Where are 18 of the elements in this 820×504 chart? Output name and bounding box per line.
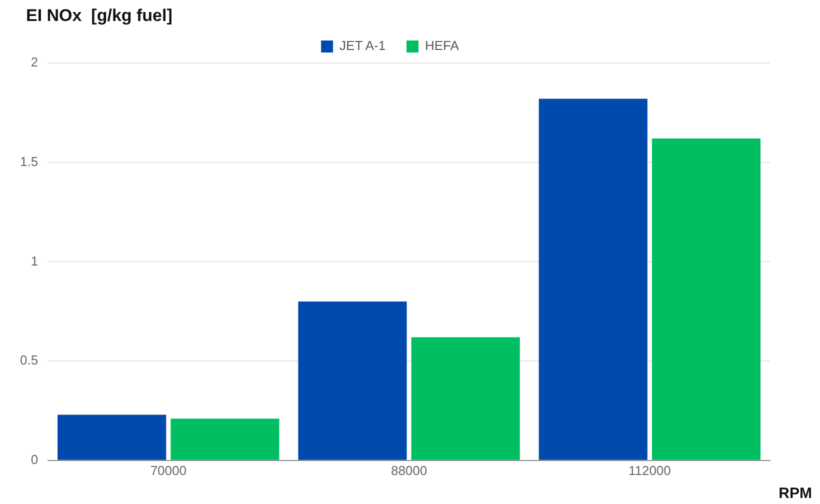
- x-axis-title: RPM: [778, 485, 812, 502]
- bar: [411, 337, 520, 460]
- y-tick-label: 2: [30, 54, 38, 70]
- bar: [538, 98, 648, 460]
- y-tick-label: 0.5: [20, 352, 38, 368]
- bar: [58, 414, 166, 460]
- legend-label: HEFA: [425, 38, 460, 54]
- x-tick-label: 112000: [628, 462, 671, 478]
- y-tick-label: 1.5: [20, 154, 38, 169]
- bar: [298, 301, 407, 460]
- y-tick-label: 0: [30, 452, 38, 467]
- bar: [652, 138, 761, 460]
- x-tick-label: 70000: [150, 462, 186, 478]
- y-axis-title: EI NOx [g/kg fuel]: [26, 6, 172, 26]
- bar: [170, 418, 280, 460]
- x-tick-label: 88000: [390, 462, 428, 478]
- y-tick-label: 1: [30, 253, 38, 268]
- legend-label: JET A-1: [340, 38, 386, 54]
